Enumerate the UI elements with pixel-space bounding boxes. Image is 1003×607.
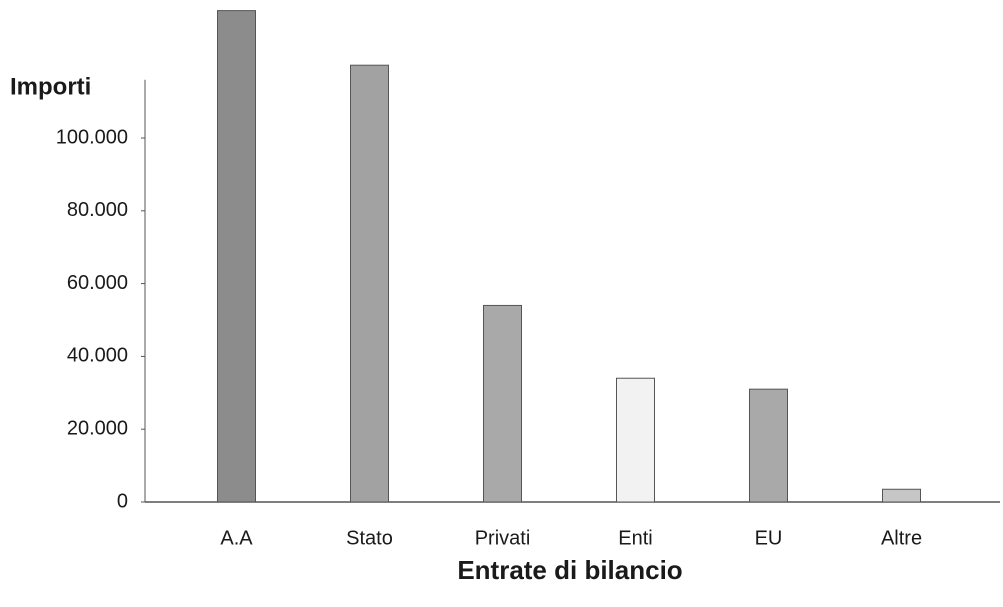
y-tick-label: 80.000 (67, 199, 128, 221)
bar (350, 64, 389, 503)
bar (483, 304, 522, 503)
x-tick-label: EU (755, 527, 783, 549)
y-tick-label: 0 (117, 490, 128, 512)
y-tick-label: 20.000 (67, 417, 128, 439)
bar (749, 388, 788, 503)
y-axis-title: Importi (10, 73, 91, 100)
bar (217, 10, 256, 503)
y-tick-label: 60.000 (67, 272, 128, 294)
x-tick-label: Enti (618, 527, 652, 549)
x-tick-label: Altre (881, 527, 922, 549)
x-axis-title: Entrate di bilancio (457, 555, 682, 585)
bar (616, 377, 655, 503)
x-tick-label: Stato (346, 527, 393, 549)
y-tick-label: 100.000 (56, 126, 128, 148)
x-tick-label: Privati (475, 527, 531, 549)
y-tick-label: 40.000 (67, 345, 128, 367)
bar (882, 488, 921, 503)
x-tick-label: A.A (220, 527, 253, 549)
